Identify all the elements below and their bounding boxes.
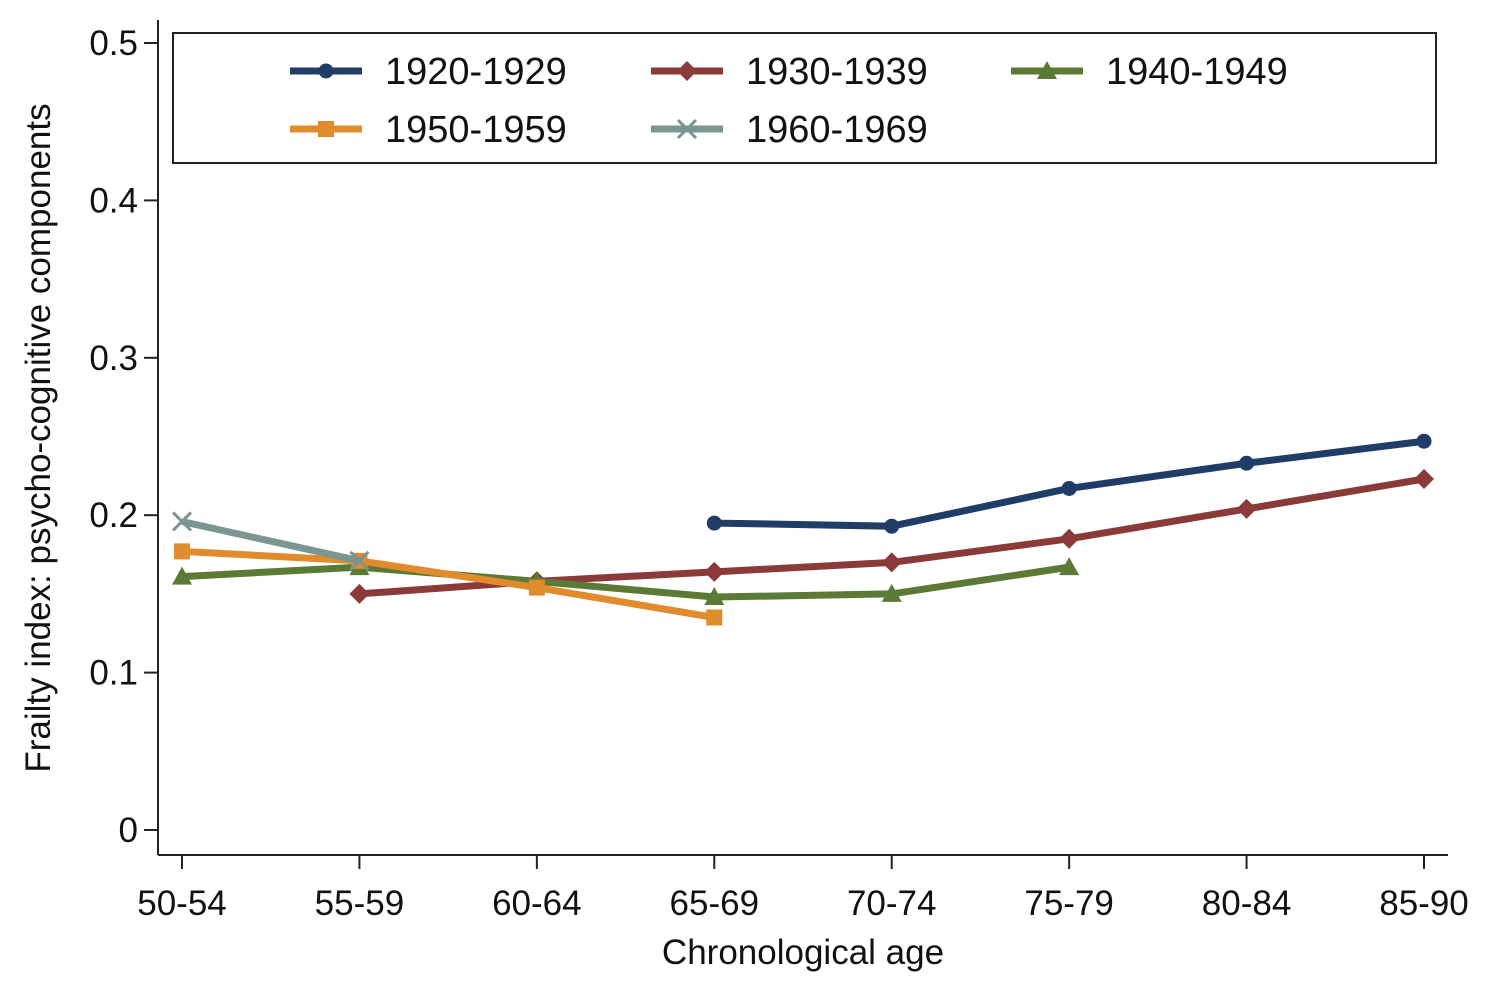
legend-marker xyxy=(677,61,697,81)
data-point xyxy=(1059,557,1080,576)
x-tick-label: 55-59 xyxy=(315,884,405,923)
legend-label: 1920-1929 xyxy=(385,51,567,93)
x-tick-label: 50-54 xyxy=(137,884,227,923)
data-point xyxy=(1061,480,1077,496)
data-point xyxy=(174,543,190,560)
y-tick-label: 0.3 xyxy=(89,339,138,378)
legend-item: 1960-1969 xyxy=(651,109,928,151)
y-tick-label: 0.4 xyxy=(89,181,138,220)
series-1960-1969 xyxy=(171,511,370,571)
plot-area xyxy=(171,433,1434,626)
data-point xyxy=(1239,455,1255,471)
data-point xyxy=(171,511,193,532)
y-tick-label: 0 xyxy=(119,811,138,850)
data-point xyxy=(706,609,723,626)
series-line xyxy=(181,518,361,565)
y-tick-label: 0.2 xyxy=(89,496,138,535)
data-point xyxy=(881,552,902,573)
x-axis-label: Chronological age xyxy=(662,933,944,972)
legend-box xyxy=(172,32,1437,164)
legend-marker xyxy=(318,63,334,79)
legend-label: 1950-1959 xyxy=(385,109,567,151)
data-point xyxy=(884,518,900,534)
x-tick-label: 65-69 xyxy=(670,884,760,923)
data-point xyxy=(881,583,902,602)
series-line xyxy=(181,563,1070,601)
axes: 0 0.1 0.2 0.3 0.4 0.5 50-54 55-59 60-64 65-69 70-7… xyxy=(89,20,1469,923)
data-point xyxy=(704,561,725,582)
x-tick-label: 70-74 xyxy=(847,884,937,923)
data-point xyxy=(528,579,545,596)
y-tick-label: 0.5 xyxy=(89,24,138,63)
y-axis-label: Frailty index: psycho-cognitive componen… xyxy=(19,103,58,772)
x-tick-label: 80-84 xyxy=(1202,884,1292,923)
legend-marker xyxy=(676,118,698,140)
x-tick-label: 85-90 xyxy=(1379,884,1469,923)
data-point xyxy=(1059,528,1080,549)
legend-label: 1930-1939 xyxy=(746,51,928,93)
x-tick-label: 75-79 xyxy=(1024,884,1114,923)
legend-item: 1950-1959 xyxy=(290,109,567,151)
legend-item: 1940-1949 xyxy=(1011,51,1288,93)
legend-marker xyxy=(1037,61,1057,79)
x-tick-label: 60-64 xyxy=(492,884,582,923)
y-tick-label: 0.1 xyxy=(89,654,138,693)
series-1940-1949 xyxy=(172,557,1080,606)
legend: 1920-1929 1930-1939 1940-1949 1950-1959 1960… xyxy=(172,32,1437,164)
data-point xyxy=(349,550,370,571)
series-1920-1929 xyxy=(706,433,1432,534)
data-point xyxy=(704,587,725,606)
legend-label: 1960-1969 xyxy=(746,109,928,151)
data-point xyxy=(349,583,370,604)
data-point xyxy=(1236,498,1257,519)
legend-marker xyxy=(318,121,334,137)
legend-item: 1930-1939 xyxy=(651,51,928,93)
data-point xyxy=(1416,433,1432,449)
data-point xyxy=(1414,468,1434,489)
data-point xyxy=(172,566,192,585)
legend-item: 1920-1929 xyxy=(290,51,567,93)
series-line xyxy=(181,547,715,621)
data-point xyxy=(706,515,722,531)
legend-label: 1940-1949 xyxy=(1106,51,1288,93)
